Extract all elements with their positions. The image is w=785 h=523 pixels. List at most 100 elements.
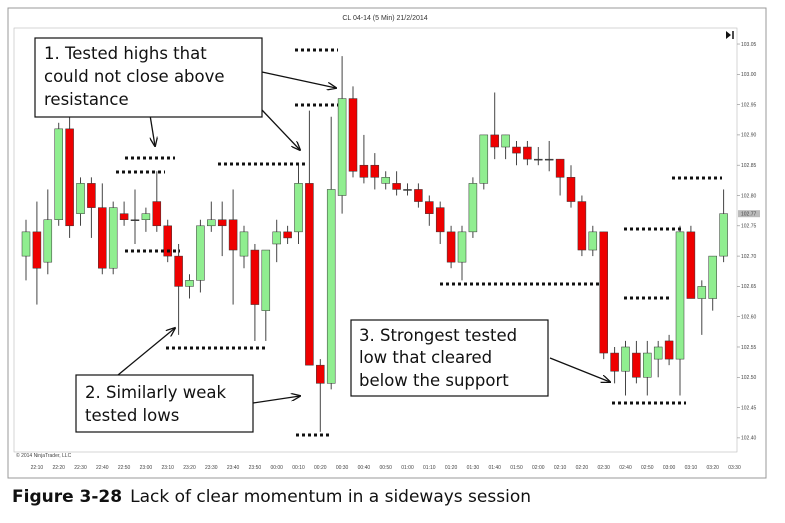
x-tick-label: 00:50: [379, 465, 392, 471]
candle-body: [359, 164, 369, 178]
candle-body: [457, 231, 467, 263]
candle-body: [152, 201, 162, 227]
x-tick-label: 01:00: [401, 465, 414, 471]
y-tick-label: 102.60: [741, 314, 757, 320]
y-tick-label: 103.05: [741, 42, 757, 48]
candle-body: [555, 158, 565, 178]
chart: CL 04-14 (5 Min) 21/2/2014 © 2014 NinjaT…: [7, 7, 767, 479]
x-tick-label: 01:50: [510, 465, 523, 471]
x-tick-label: 03:10: [685, 465, 698, 471]
candle-body: [261, 249, 271, 311]
candle-body: [675, 231, 685, 360]
x-tick-label: 02:00: [532, 465, 545, 471]
candle-body: [643, 352, 652, 378]
candle-body: [621, 346, 630, 372]
candle-body: [337, 98, 347, 196]
annotation-text: 1. Tested highs that: [44, 44, 207, 63]
candle-body: [697, 286, 707, 299]
y-tick-label: 102.90: [741, 133, 757, 139]
y-tick-label: 102.55: [741, 345, 757, 351]
candle-body: [163, 225, 172, 257]
candle-body: [65, 128, 74, 227]
last-price-marker: [738, 210, 760, 218]
x-tick-label: 03:20: [706, 465, 719, 471]
candle-body: [108, 207, 118, 269]
annotation-box: 1. Tested highs that could not close abo…: [34, 37, 263, 118]
x-tick-label: 23:10: [161, 465, 174, 471]
candle-body: [272, 231, 281, 245]
annotation-text: low that cleared: [359, 348, 492, 367]
candle-body: [316, 364, 325, 384]
x-tick-label: 03:30: [728, 465, 741, 471]
candle-body: [534, 158, 543, 161]
x-tick-label: 01:10: [423, 465, 436, 471]
candle-body: [512, 146, 521, 154]
candle-body: [719, 213, 728, 257]
annotation-text: tested lows: [85, 406, 179, 425]
candle-body: [501, 134, 510, 148]
x-tick-label: 00:20: [314, 465, 327, 471]
x-tick-label: 22:10: [31, 465, 44, 471]
candle-body: [294, 183, 303, 233]
annotation-text: resistance: [44, 90, 129, 109]
candle-body: [130, 219, 140, 221]
x-tick-label: 02:30: [597, 465, 610, 471]
candle-body: [686, 231, 696, 299]
x-tick-label: 01:30: [467, 465, 480, 471]
candle-body: [87, 183, 96, 208]
candle-body: [54, 128, 63, 220]
candle-body: [43, 219, 53, 263]
candle-body: [392, 183, 401, 190]
x-tick-label: 23:20: [183, 465, 196, 471]
candle-body: [523, 146, 532, 160]
x-tick-label: 00:40: [358, 465, 371, 471]
last-price-label: 102.77: [741, 211, 757, 217]
x-tick-label: 23:00: [140, 465, 153, 471]
annotation-box: 2. Similarly weak tested lows: [75, 374, 254, 433]
x-tick-label: 00:10: [292, 465, 305, 471]
candle-body: [435, 207, 445, 233]
chart-title: CL 04-14 (5 Min) 21/2/2014: [342, 15, 427, 22]
candle-body: [588, 231, 598, 251]
x-tick-label: 02:20: [576, 465, 589, 471]
watermark: © 2014 NinjaTrader, LLC: [16, 452, 72, 459]
y-tick-label: 102.70: [741, 254, 757, 260]
y-tick-label: 102.80: [741, 193, 757, 199]
x-tick-label: 03:00: [663, 465, 676, 471]
candle-body: [544, 158, 554, 161]
x-tick-label: 01:40: [488, 465, 501, 471]
candle-body: [566, 177, 576, 202]
figure-label: Figure 3-28: [12, 487, 123, 507]
candle-body: [370, 164, 380, 178]
candle-body: [207, 219, 216, 227]
y-tick-label: 102.85: [741, 163, 757, 169]
candle-body: [610, 352, 619, 372]
candle-body: [305, 183, 314, 366]
candle-body: [76, 183, 85, 214]
annotation-text: below the support: [359, 371, 509, 390]
y-tick-label: 102.50: [741, 375, 757, 381]
x-tick-label: 00:30: [336, 465, 349, 471]
candle-body: [217, 219, 227, 227]
x-tick-label: 22:20: [52, 465, 65, 471]
candle-body: [239, 231, 249, 257]
x-tick-label: 02:40: [619, 465, 632, 471]
scroll-end-button[interactable]: [726, 31, 734, 39]
candle-body: [632, 352, 641, 378]
candle-body: [577, 201, 587, 251]
dotted-levels: [116, 48, 722, 437]
y-tick-label: 102.40: [741, 436, 757, 442]
x-tick-label: 02:50: [641, 465, 654, 471]
candle-body: [98, 207, 107, 269]
x-tick-label: 22:40: [96, 465, 109, 471]
candle-body: [119, 213, 129, 220]
candle-body: [664, 340, 674, 360]
candle-body: [185, 280, 194, 287]
candle-body: [599, 231, 608, 354]
x-tick-label: 00:00: [270, 465, 283, 471]
y-tick-label: 102.65: [741, 284, 757, 290]
candle-body: [283, 231, 292, 239]
candle-body: [468, 183, 478, 233]
x-tick-label: 23:30: [205, 465, 218, 471]
